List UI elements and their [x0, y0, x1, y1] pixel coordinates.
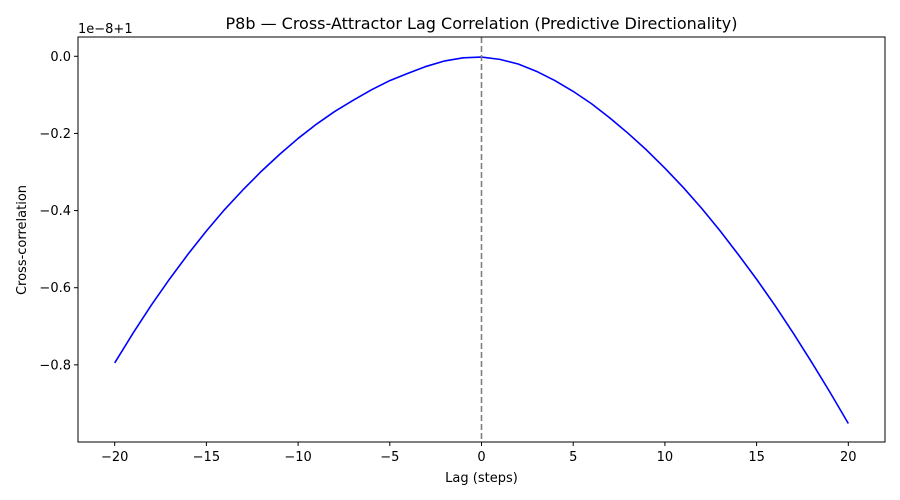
chart-title: P8b — Cross-Attractor Lag Correlation (P…	[226, 14, 738, 33]
x-tick-label: 0	[477, 450, 485, 465]
y-tick-label: 0.0	[50, 50, 71, 65]
y-tick-label: −0.2	[39, 127, 71, 142]
x-tick-label: −15	[193, 450, 220, 465]
y-offset-label: 1e−8+1	[78, 22, 133, 37]
x-tick-label: 10	[657, 450, 674, 465]
x-tick-label: −5	[380, 450, 399, 465]
x-tick-label: 15	[748, 450, 765, 465]
x-tick-label: 20	[840, 450, 857, 465]
x-tick-label: −10	[284, 450, 311, 465]
x-tick-label: 5	[569, 450, 577, 465]
y-tick-label: −0.6	[39, 281, 71, 296]
plot-area: −20 −15 −10 −5 0 5 10 15 20 0.0 −0.2 −0.4 −0.6 −0.8	[39, 36, 886, 465]
y-tick-label: −0.4	[39, 204, 71, 219]
y-axis-label: Cross-correlation	[15, 185, 30, 295]
x-tick-label: −20	[101, 450, 128, 465]
x-axis-label: Lag (steps)	[445, 471, 518, 486]
y-tick-label: −0.8	[39, 358, 71, 373]
